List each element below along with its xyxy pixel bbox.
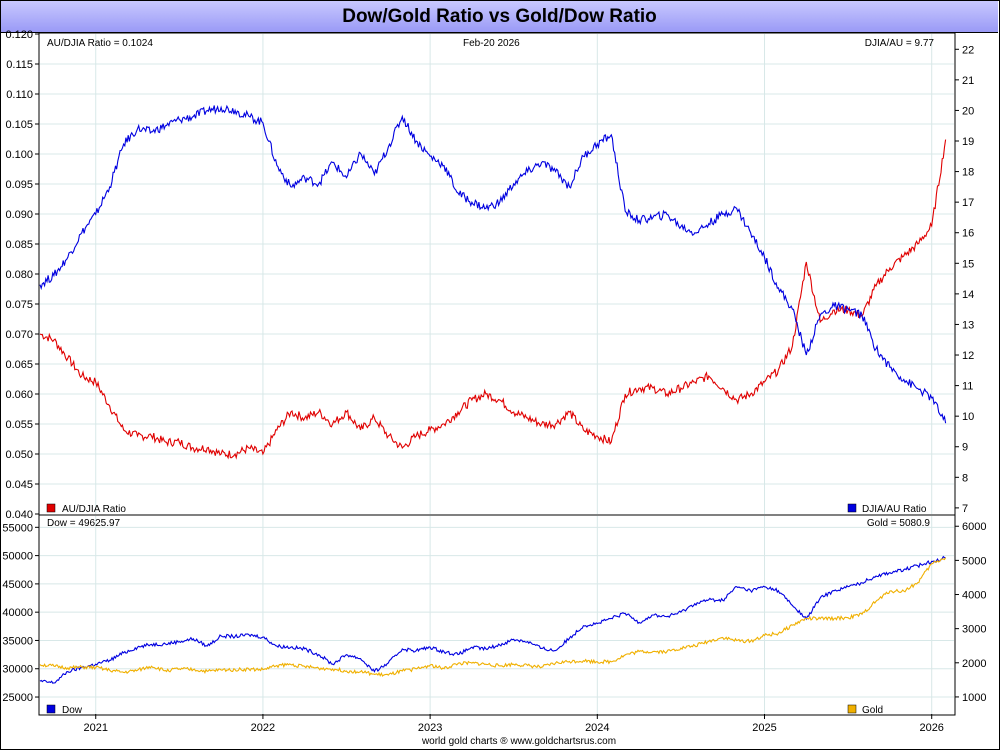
axis-layer: 2021 2022 2023 2024 2025 20260.1200.1150.1100… — [2, 29, 986, 734]
top-left-readout: AU/DJIA Ratio = 0.1024 — [47, 38, 153, 49]
series-line-dow — [39, 555, 946, 684]
right-y-tick-label: 3000 — [962, 624, 986, 636]
right-y-tick-label: 16 — [962, 228, 974, 240]
x-tick-label: 2026 — [919, 722, 943, 734]
right-y-tick-label: 20 — [962, 105, 974, 117]
right-y-tick-label: 5000 — [962, 555, 986, 567]
left-y-tick-label: 40000 — [2, 607, 33, 619]
right-y-tick-label: 2000 — [962, 658, 986, 670]
left-y-tick-label: 0.065 — [5, 359, 33, 371]
right-y-tick-label: 18 — [962, 167, 974, 179]
left-y-tick-label: 0.105 — [5, 119, 33, 131]
x-tick-label: 2021 — [83, 722, 107, 734]
series-line-djia-au-ratio — [39, 104, 947, 424]
right-y-tick-label: 22 — [962, 44, 974, 56]
series-line-au-djia-ratio — [39, 139, 947, 460]
right-y-tick-label: 14 — [962, 289, 974, 301]
right-y-tick-label: 4000 — [962, 590, 986, 602]
legend-gold: Gold — [862, 705, 883, 716]
left-y-tick-label: 0.045 — [5, 479, 33, 491]
legend-au-djia: AU/DJIA Ratio — [62, 504, 126, 515]
left-y-tick-label: 0.075 — [5, 299, 33, 311]
left-y-tick-label: 25000 — [2, 692, 33, 704]
right-y-tick-label: 7 — [962, 503, 968, 515]
left-y-tick-label: 0.040 — [5, 509, 33, 521]
right-y-tick-label: 9 — [962, 442, 968, 454]
top-right-readout: DJIA/AU = 9.77 — [865, 38, 935, 49]
left-y-tick-label: 55000 — [2, 522, 33, 534]
right-y-tick-label: 12 — [962, 350, 974, 362]
left-y-tick-label: 0.060 — [5, 389, 33, 401]
left-y-tick-label: 0.120 — [5, 29, 33, 41]
left-y-tick-label: 0.080 — [5, 269, 33, 281]
left-y-tick-label: 0.085 — [5, 239, 33, 251]
right-y-tick-label: 10 — [962, 411, 974, 423]
left-y-tick-label: 0.090 — [5, 209, 33, 221]
legend-swatch-djia-au — [847, 503, 857, 513]
right-y-tick-label: 11 — [962, 381, 973, 393]
right-y-tick-label: 19 — [962, 136, 974, 148]
plot-border — [38, 32, 956, 716]
left-y-tick-label: 35000 — [2, 635, 33, 647]
left-y-tick-label: 0.050 — [5, 449, 33, 461]
series-line-gold — [39, 557, 947, 677]
right-y-tick-label: 21 — [962, 75, 974, 87]
left-y-tick-label: 0.055 — [5, 419, 33, 431]
left-y-tick-label: 0.115 — [6, 59, 33, 71]
right-y-tick-label: 6000 — [962, 521, 986, 533]
legend-swatch-au-djia — [46, 503, 56, 513]
legend-swatch-gold — [847, 704, 857, 714]
left-y-tick-label: 0.070 — [5, 329, 33, 341]
left-y-tick-label: 50000 — [2, 551, 33, 563]
left-y-tick-label: 0.110 — [6, 89, 33, 101]
footer-credit: world gold charts ® www.goldchartsrus.co… — [421, 736, 616, 747]
right-y-tick-label: 1000 — [962, 692, 986, 704]
legend-djia-au: DJIA/AU Ratio — [862, 504, 927, 515]
grid-layer — [40, 34, 954, 714]
x-tick-label: 2022 — [251, 722, 275, 734]
left-y-tick-label: 30000 — [2, 664, 33, 676]
left-y-tick-label: 0.095 — [5, 179, 33, 191]
right-y-tick-label: 13 — [962, 319, 974, 331]
bottom-right-readout: Gold = 5080.9 — [867, 518, 931, 529]
legend-swatch-dow — [46, 704, 56, 714]
series-layer — [39, 104, 947, 684]
bottom-left-readout: Dow = 49625.97 — [47, 518, 121, 529]
x-tick-label: 2024 — [585, 722, 609, 734]
date-label: Feb-20 2026 — [463, 38, 520, 49]
x-tick-label: 2025 — [752, 722, 776, 734]
left-y-tick-label: 45000 — [2, 579, 33, 591]
right-y-tick-label: 8 — [962, 472, 968, 484]
x-tick-label: 2023 — [418, 722, 442, 734]
left-y-tick-label: 0.100 — [5, 149, 33, 161]
right-y-tick-label: 17 — [962, 197, 974, 209]
legend-dow: Dow — [62, 705, 83, 716]
right-y-tick-label: 15 — [962, 258, 974, 270]
